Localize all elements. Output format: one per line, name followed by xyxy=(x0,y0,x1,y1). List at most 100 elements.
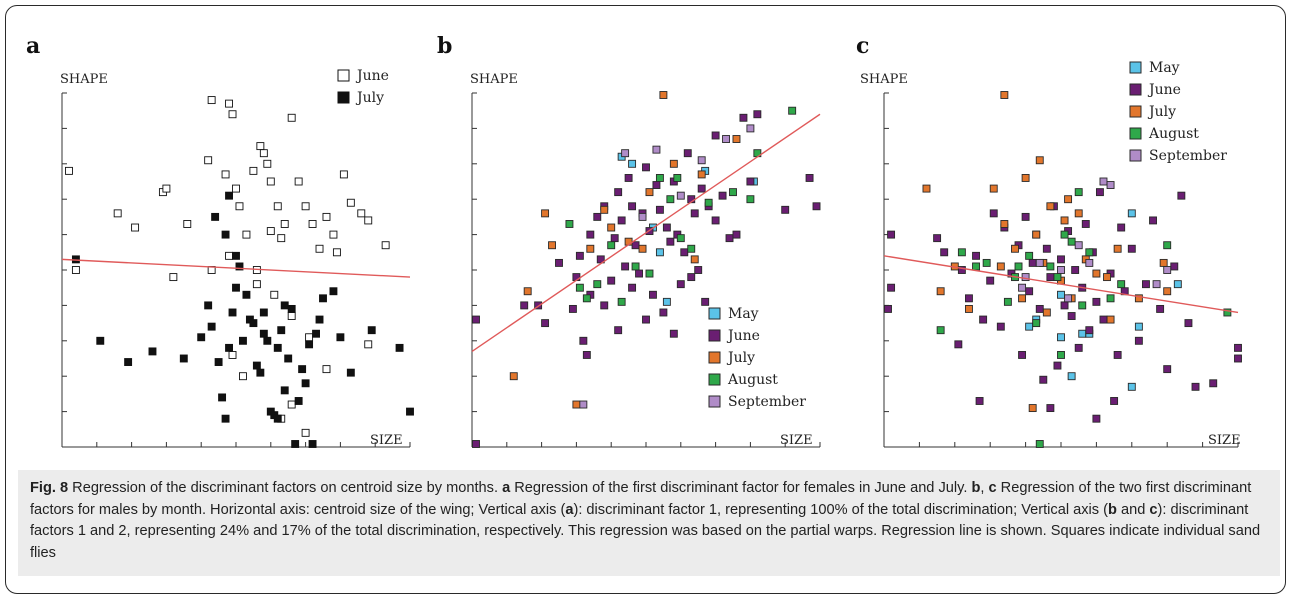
data-point-june-open xyxy=(301,428,310,437)
legend-c: May June July August September xyxy=(1129,60,1227,164)
data-point-june xyxy=(718,191,727,200)
data-point-may xyxy=(662,297,671,306)
data-point-june xyxy=(884,304,892,313)
data-point-may xyxy=(1173,280,1182,289)
data-point-july xyxy=(669,159,678,168)
data-point-july-filled xyxy=(242,290,251,299)
data-point-august xyxy=(788,106,797,115)
data-point-july-filled xyxy=(232,283,240,292)
points-a xyxy=(61,96,414,448)
data-point-july-filled xyxy=(148,347,157,356)
data-point-june-open xyxy=(239,372,247,381)
data-point-june xyxy=(1039,375,1048,384)
data-point-july-filled xyxy=(179,354,188,363)
data-point-june-open xyxy=(169,273,178,282)
data-point-june xyxy=(1071,266,1080,274)
data-point-june xyxy=(1028,258,1037,267)
data-point-july xyxy=(600,205,609,214)
data-point-july xyxy=(523,287,532,296)
legend-swatch-august xyxy=(708,373,721,386)
data-point-july-filled xyxy=(395,343,404,352)
data-point-july-filled xyxy=(259,308,268,317)
panel-letter-a: a xyxy=(26,33,40,59)
data-point-june xyxy=(1163,365,1172,374)
data-point-june xyxy=(624,174,633,182)
panel-letter-c: c xyxy=(856,33,869,59)
data-point-june xyxy=(683,149,692,158)
data-point-june xyxy=(676,280,685,289)
data-point-june xyxy=(575,251,584,260)
data-point-june xyxy=(649,290,657,299)
data-point-june-open xyxy=(183,220,192,228)
legend-swatch-july xyxy=(1129,105,1142,118)
data-point-july xyxy=(996,262,1005,271)
legend-swatch-june xyxy=(708,329,721,342)
data-point-july-filled xyxy=(346,368,355,377)
data-point-july xyxy=(1092,269,1101,278)
legend-swatch-june xyxy=(337,69,350,82)
data-point-june-open xyxy=(301,202,310,211)
data-point-june-open xyxy=(294,177,303,186)
data-point-june xyxy=(701,297,710,306)
data-point-july-filled xyxy=(273,414,282,423)
data-point-august xyxy=(593,280,602,289)
data-point-july xyxy=(1011,244,1019,253)
data-point-july xyxy=(1028,404,1037,413)
data-point-september xyxy=(1163,266,1172,274)
regression-line xyxy=(471,113,821,352)
data-point-august xyxy=(1085,248,1094,257)
axes-a xyxy=(61,92,411,448)
data-point-september xyxy=(722,135,730,143)
data-point-september xyxy=(1085,258,1094,267)
data-point-june-open xyxy=(232,184,240,193)
regression-line xyxy=(61,258,411,278)
data-point-june xyxy=(1234,354,1242,363)
data-point-july xyxy=(548,241,556,250)
data-point-september xyxy=(579,400,588,409)
data-point-june xyxy=(472,440,480,448)
regression-line xyxy=(883,255,1239,314)
data-point-june xyxy=(586,230,595,239)
data-point-august xyxy=(607,241,616,250)
data-point-july-filled xyxy=(225,343,233,352)
data-point-september xyxy=(1106,181,1115,189)
data-point-june xyxy=(805,174,814,182)
data-point-june-open xyxy=(259,149,268,158)
data-point-june xyxy=(1117,223,1126,232)
data-point-june xyxy=(690,209,699,218)
data-point-june-open xyxy=(273,202,282,211)
data-point-june xyxy=(1067,312,1076,320)
data-point-july xyxy=(1042,308,1051,317)
data-point-july-filled xyxy=(232,251,240,260)
data-point-july xyxy=(732,135,741,143)
data-point-july-filled xyxy=(298,365,307,374)
data-point-july xyxy=(645,188,654,197)
legend-label-june: June xyxy=(726,328,760,344)
data-point-june-open xyxy=(256,142,265,151)
data-point-june-open xyxy=(322,212,331,221)
data-point-july xyxy=(965,304,973,313)
data-point-june xyxy=(1053,361,1062,370)
data-point-july-filled xyxy=(319,294,327,303)
data-point-june-open xyxy=(287,113,296,122)
caption-fig-label: Fig. 8 xyxy=(30,480,69,496)
data-point-june xyxy=(1134,336,1143,345)
data-point-june xyxy=(1177,191,1186,200)
data-point-june xyxy=(680,248,689,257)
data-point-june xyxy=(1095,188,1104,197)
data-point-may xyxy=(1078,329,1087,338)
points-b xyxy=(471,91,821,448)
data-point-july xyxy=(638,244,647,253)
data-point-august xyxy=(982,258,991,267)
data-point-june xyxy=(472,315,480,324)
data-point-july xyxy=(1159,258,1168,267)
data-point-july-filled xyxy=(277,326,286,335)
data-point-june xyxy=(520,301,529,310)
data-point-june xyxy=(1142,280,1150,289)
data-point-august xyxy=(565,220,574,228)
data-point-june-open xyxy=(381,241,390,250)
legend-label-august: August xyxy=(727,372,778,388)
data-point-september xyxy=(1064,294,1073,303)
data-point-june xyxy=(1113,351,1122,359)
data-point-july-filled xyxy=(207,322,216,331)
